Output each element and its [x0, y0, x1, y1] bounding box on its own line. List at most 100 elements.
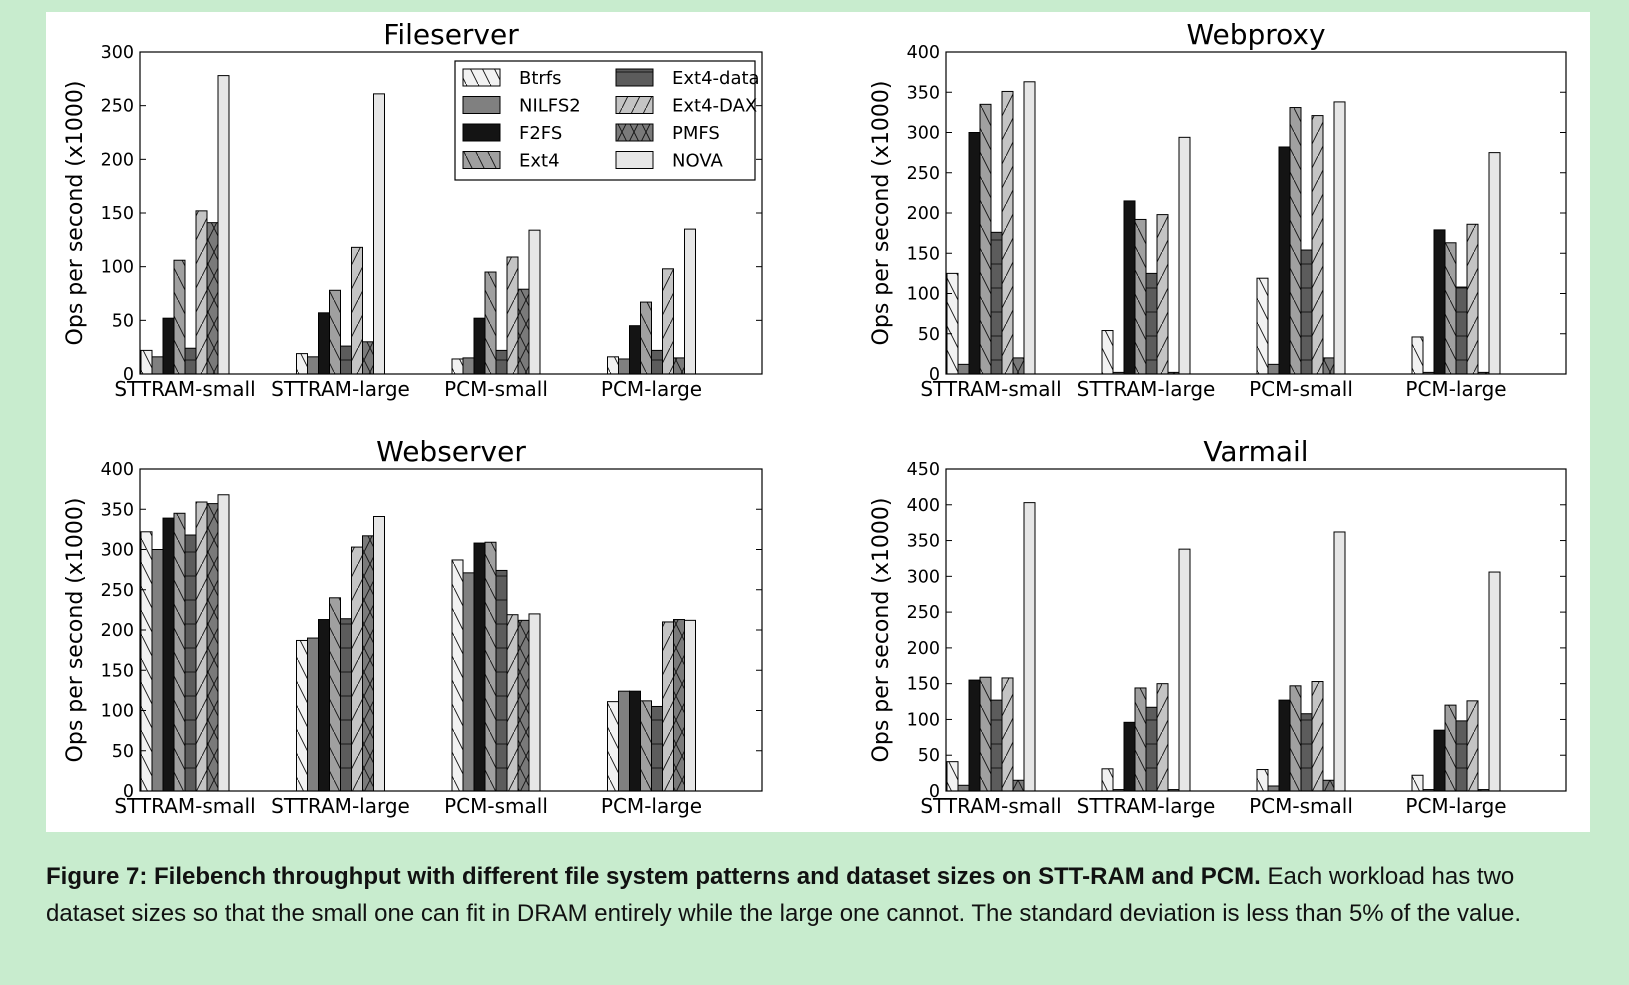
legend-swatch-nova	[615, 151, 654, 169]
y-tick-label: 300	[907, 567, 940, 587]
figure-caption: Figure 7: Filebench throughput with diff…	[46, 858, 1590, 932]
bar-nova-pcm-large	[684, 228, 696, 375]
legend-label-ext4: Ext4	[519, 151, 560, 172]
y-tick-label: 350	[101, 500, 134, 520]
bar-pmfs-sttram-large	[362, 535, 374, 792]
bar-nilfs2-pcm-small	[462, 572, 475, 792]
bar-nova-pcm-small	[1333, 101, 1346, 375]
y-tick-label: 200	[101, 150, 134, 170]
y-axis-label: Ops per second (x1000)	[63, 81, 88, 346]
bar-ext4-data-pcm-small	[1300, 249, 1313, 375]
x-category-label: STTRAM-large	[271, 794, 410, 818]
x-category-label: STTRAM-large	[1077, 794, 1216, 818]
bar-ext4-pcm-large	[640, 301, 652, 375]
bar-pmfs-pcm-large	[673, 357, 685, 375]
bar-btrfs-pcm-small	[1256, 769, 1269, 792]
legend-label-btrfs: Btrfs	[519, 68, 562, 89]
bar-ext4-pcm-small	[1289, 685, 1302, 792]
bar-nilfs2-pcm-small	[462, 357, 475, 375]
bar-ext4-data-pcm-small	[1300, 713, 1313, 792]
bar-nova-sttram-small	[217, 75, 230, 375]
bar-ext4-sttram-large	[329, 597, 341, 792]
bar-f2fs-pcm-large	[1433, 229, 1446, 375]
chart-title: Fileserver	[383, 18, 519, 51]
x-category-label: STTRAM-small	[920, 794, 1061, 818]
bar-f2fs-pcm-small	[1278, 699, 1291, 792]
charts-canvas: 0 50 100 150 200 250 300 STTRAM-small STTRAM-lar…	[63, 18, 1567, 818]
bar-ext4-data-sttram-small	[184, 534, 197, 792]
legend-swatch-btrfs	[462, 68, 501, 87]
bar-f2fs-pcm-small	[473, 317, 486, 375]
legend-label-f2fs: F2FS	[519, 123, 562, 144]
bar-ext4-dax-pcm-large	[1466, 223, 1479, 375]
y-tick-label: 100	[101, 702, 134, 722]
bar-ext4-sttram-large	[1134, 687, 1147, 792]
bar-btrfs-sttram-small	[946, 761, 959, 792]
bar-ext4-dax-pcm-small	[506, 256, 519, 375]
bar-ext4-dax-pcm-large	[1466, 700, 1479, 792]
y-tick-label: 350	[907, 83, 940, 103]
bar-pmfs-sttram-small	[206, 503, 219, 792]
bar-f2fs-sttram-small	[162, 317, 175, 375]
bar-f2fs-pcm-large	[629, 690, 641, 792]
bar-ext4-dax-sttram-small	[195, 501, 208, 792]
bar-btrfs-pcm-large	[1411, 336, 1424, 375]
bar-ext4-data-pcm-small	[495, 349, 508, 375]
y-tick-label: 200	[907, 639, 940, 659]
x-category-label: STTRAM-small	[920, 377, 1061, 401]
bar-nova-pcm-large	[684, 619, 696, 792]
bar-ext4-dax-sttram-small	[1001, 677, 1014, 792]
bar-pmfs-pcm-small	[517, 619, 530, 792]
bar-ext4-pcm-small	[1289, 107, 1302, 375]
x-category-label: PCM-small	[444, 377, 548, 401]
bar-ext4-dax-sttram-small	[195, 210, 208, 375]
y-axis-label: Ops per second (x1000)	[869, 81, 894, 346]
x-category-label: PCM-large	[1405, 794, 1506, 818]
chart-title: Varmail	[1203, 435, 1308, 468]
y-tick-label: 250	[101, 581, 134, 601]
x-category-label: STTRAM-small	[114, 794, 255, 818]
y-tick-label: 450	[907, 460, 940, 480]
bar-ext4-pcm-large	[640, 700, 652, 792]
y-tick-label: 0	[123, 365, 134, 385]
bar-f2fs-sttram-small	[968, 679, 981, 792]
bar-ext4-sttram-large	[1134, 218, 1147, 375]
bar-ext4-sttram-small	[979, 676, 992, 792]
bar-nilfs2-sttram-small	[151, 549, 164, 792]
bar-nova-sttram-large	[373, 515, 385, 792]
y-tick-label: 400	[907, 43, 940, 63]
x-category-label: PCM-large	[601, 377, 702, 401]
y-tick-label: 50	[918, 325, 940, 345]
bar-nova-pcm-small	[1333, 531, 1346, 792]
caption-text: Each workload has two dataset sizes so t…	[46, 863, 1522, 927]
y-tick-label: 50	[918, 746, 940, 766]
bar-btrfs-sttram-large	[296, 639, 308, 792]
bar-nova-pcm-large	[1488, 152, 1501, 375]
bar-nova-sttram-small	[217, 494, 230, 792]
bar-btrfs-pcm-large	[1411, 774, 1424, 792]
y-tick-label: 250	[101, 97, 134, 117]
bar-nova-sttram-small	[1023, 81, 1036, 375]
legend-swatch-nilfs2	[462, 96, 501, 114]
x-category-label: PCM-large	[601, 794, 702, 818]
bar-f2fs-sttram-large	[1123, 200, 1136, 375]
bar-f2fs-sttram-small	[162, 517, 175, 792]
bar-ext4-sttram-large	[329, 289, 341, 375]
bar-nilfs2-sttram-small	[957, 784, 970, 792]
legend-label-nova: NOVA	[672, 151, 723, 172]
bar-btrfs-sttram-small	[140, 349, 153, 375]
bar-nilfs2-pcm-large	[618, 690, 630, 792]
bar-btrfs-sttram-large	[1101, 330, 1114, 375]
bar-nilfs2-pcm-small	[1267, 785, 1280, 792]
y-tick-label: 50	[112, 742, 134, 762]
bar-pmfs-pcm-small	[1322, 357, 1335, 375]
bar-f2fs-pcm-small	[473, 542, 486, 792]
y-tick-label: 100	[907, 285, 940, 305]
bar-ext4-pcm-small	[484, 271, 497, 375]
legend-box	[454, 60, 756, 181]
bar-f2fs-pcm-large	[1433, 729, 1446, 792]
legend-label-ext4-dax: Ext4-DAX	[672, 96, 757, 117]
bar-btrfs-sttram-large	[296, 353, 308, 375]
x-category-label: STTRAM-large	[1077, 377, 1216, 401]
legend-label-ext4-data: Ext4-data	[672, 68, 760, 89]
